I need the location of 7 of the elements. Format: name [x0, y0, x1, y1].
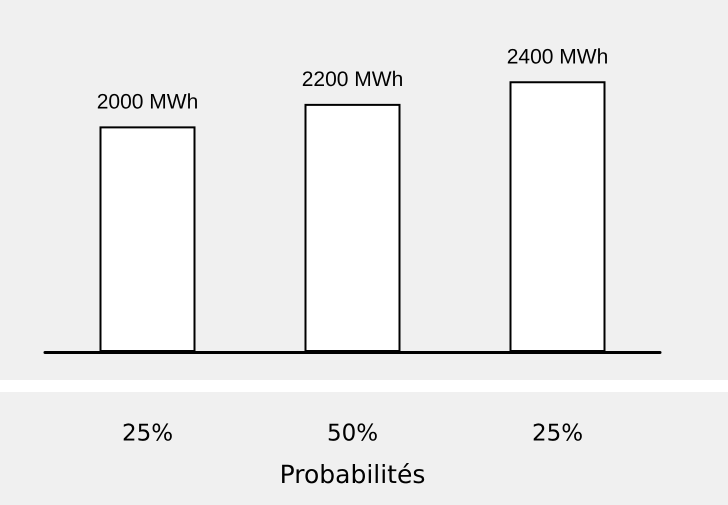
data-label: 2000 MWh — [96, 90, 198, 114]
data-label: 2200 MWh — [302, 68, 404, 91]
x-tick-label: 50% — [326, 420, 378, 446]
x-tick-label: 25% — [532, 420, 584, 446]
x-axis-title: Probabilités — [280, 460, 426, 489]
data-label: 2400 MWh — [506, 45, 608, 68]
x-tick-label: 25% — [122, 420, 174, 446]
